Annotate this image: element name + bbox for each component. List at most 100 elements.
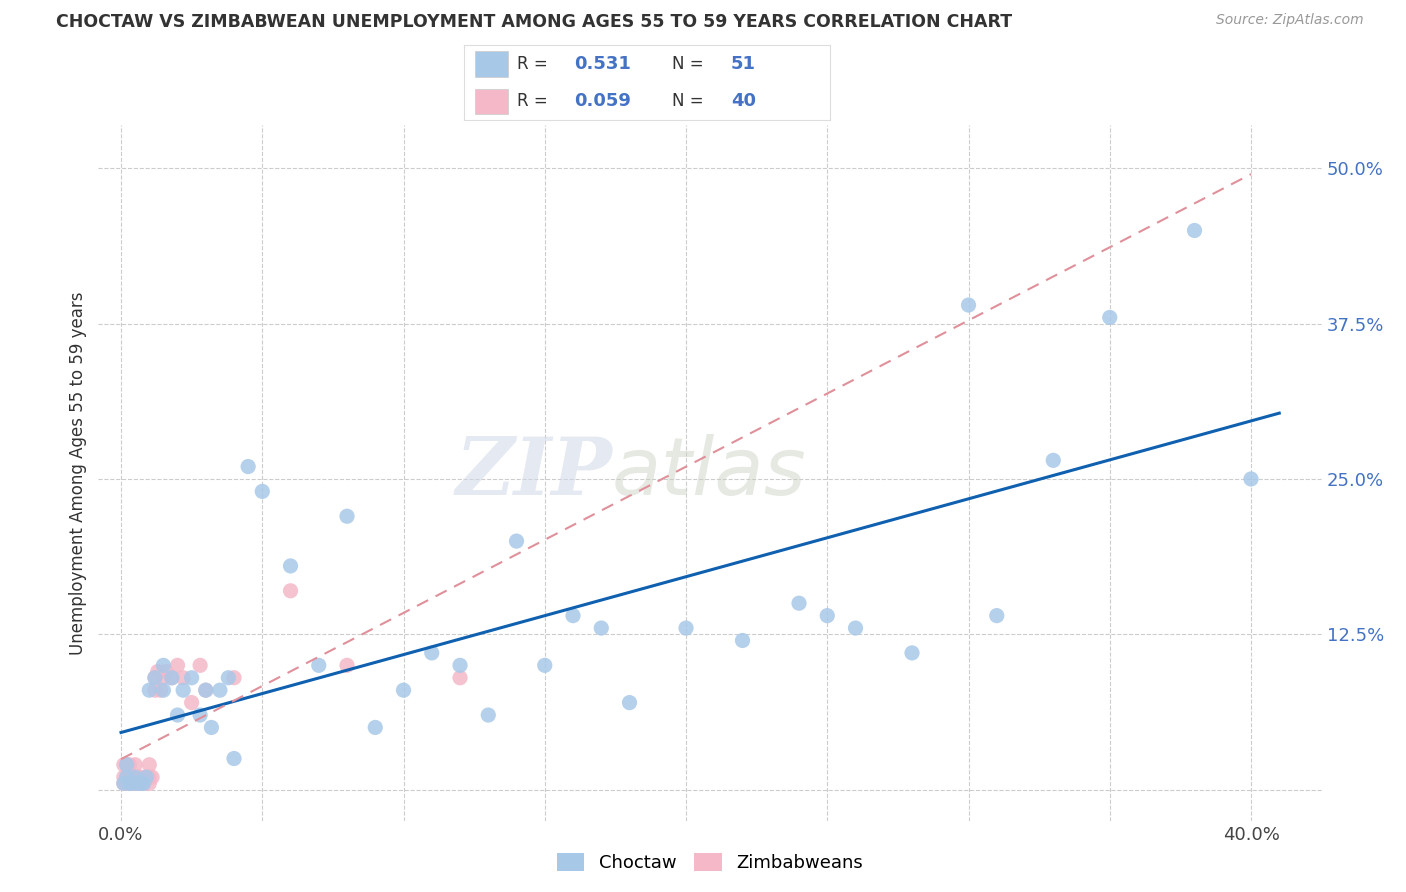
Point [166, 658, 188, 673]
Text: ZIP: ZIP [456, 434, 612, 511]
FancyBboxPatch shape [475, 52, 508, 78]
FancyBboxPatch shape [475, 88, 508, 114]
Point [141, 770, 163, 784]
Point [901, 646, 924, 660]
Point [180, 671, 202, 685]
Point [121, 776, 143, 790]
Point [129, 770, 152, 784]
Point [222, 671, 245, 685]
Point [127, 776, 149, 790]
Point [280, 583, 302, 598]
Point [1042, 453, 1064, 467]
Point [143, 683, 166, 698]
Point [208, 683, 231, 698]
Point [155, 665, 177, 679]
Point [188, 708, 211, 723]
Point [787, 596, 810, 610]
Point [160, 671, 183, 685]
Text: R =: R = [517, 92, 548, 110]
Point [986, 608, 1008, 623]
Point [152, 683, 174, 698]
Point [121, 770, 143, 784]
Point [138, 770, 160, 784]
Point [138, 776, 160, 790]
Point [252, 484, 274, 499]
Point [143, 671, 166, 685]
Legend: Choctaw, Zimbabweans: Choctaw, Zimbabweans [548, 844, 872, 881]
Point [308, 658, 330, 673]
Point [1240, 472, 1263, 486]
Point [152, 671, 174, 685]
Point [115, 776, 138, 790]
Point [188, 658, 211, 673]
Point [194, 683, 217, 698]
Text: N =: N = [672, 55, 704, 73]
Text: 51: 51 [731, 55, 756, 73]
Point [135, 770, 157, 784]
Point [200, 721, 222, 735]
Text: 0.531: 0.531 [574, 55, 630, 73]
Text: N =: N = [672, 92, 704, 110]
Text: Source: ZipAtlas.com: Source: ZipAtlas.com [1216, 13, 1364, 28]
Point [217, 671, 239, 685]
Point [138, 683, 160, 698]
Text: 0.059: 0.059 [574, 92, 630, 110]
Point [449, 658, 471, 673]
Point [115, 770, 138, 784]
Point [844, 621, 866, 635]
Point [138, 757, 160, 772]
Text: CHOCTAW VS ZIMBABWEAN UNEMPLOYMENT AMONG AGES 55 TO 59 YEARS CORRELATION CHART: CHOCTAW VS ZIMBABWEAN UNEMPLOYMENT AMONG… [56, 13, 1012, 31]
Point [132, 776, 155, 790]
Point [146, 665, 169, 679]
Point [364, 721, 387, 735]
Point [160, 671, 183, 685]
Point [118, 776, 141, 790]
Point [112, 776, 135, 790]
Point [336, 509, 359, 524]
Point [477, 708, 499, 723]
Point [675, 621, 697, 635]
Point [533, 658, 555, 673]
Point [172, 671, 194, 685]
Point [619, 696, 641, 710]
Point [957, 298, 980, 312]
Point [194, 683, 217, 698]
Y-axis label: Unemployment Among Ages 55 to 59 years: Unemployment Among Ages 55 to 59 years [69, 291, 87, 655]
Point [449, 671, 471, 685]
Point [129, 776, 152, 790]
Point [118, 776, 141, 790]
Point [115, 757, 138, 772]
Point [129, 776, 152, 790]
Point [1184, 223, 1206, 237]
Point [1098, 310, 1121, 325]
Point [180, 696, 202, 710]
Text: atlas: atlas [612, 434, 807, 512]
Point [236, 459, 259, 474]
Point [132, 776, 155, 790]
Point [731, 633, 754, 648]
Point [118, 757, 141, 772]
Point [392, 683, 415, 698]
Text: 40: 40 [731, 92, 756, 110]
Point [124, 776, 146, 790]
Point [124, 770, 146, 784]
Point [172, 683, 194, 698]
Point [127, 770, 149, 784]
Point [112, 770, 135, 784]
Point [127, 776, 149, 790]
Point [222, 751, 245, 765]
Point [149, 683, 172, 698]
Point [505, 534, 527, 549]
Point [562, 608, 585, 623]
Point [124, 770, 146, 784]
Point [124, 757, 146, 772]
Point [115, 757, 138, 772]
Point [166, 708, 188, 723]
Text: R =: R = [517, 55, 548, 73]
Point [280, 558, 302, 573]
Point [112, 757, 135, 772]
Point [115, 770, 138, 784]
Point [121, 776, 143, 790]
Point [420, 646, 443, 660]
Point [815, 608, 838, 623]
